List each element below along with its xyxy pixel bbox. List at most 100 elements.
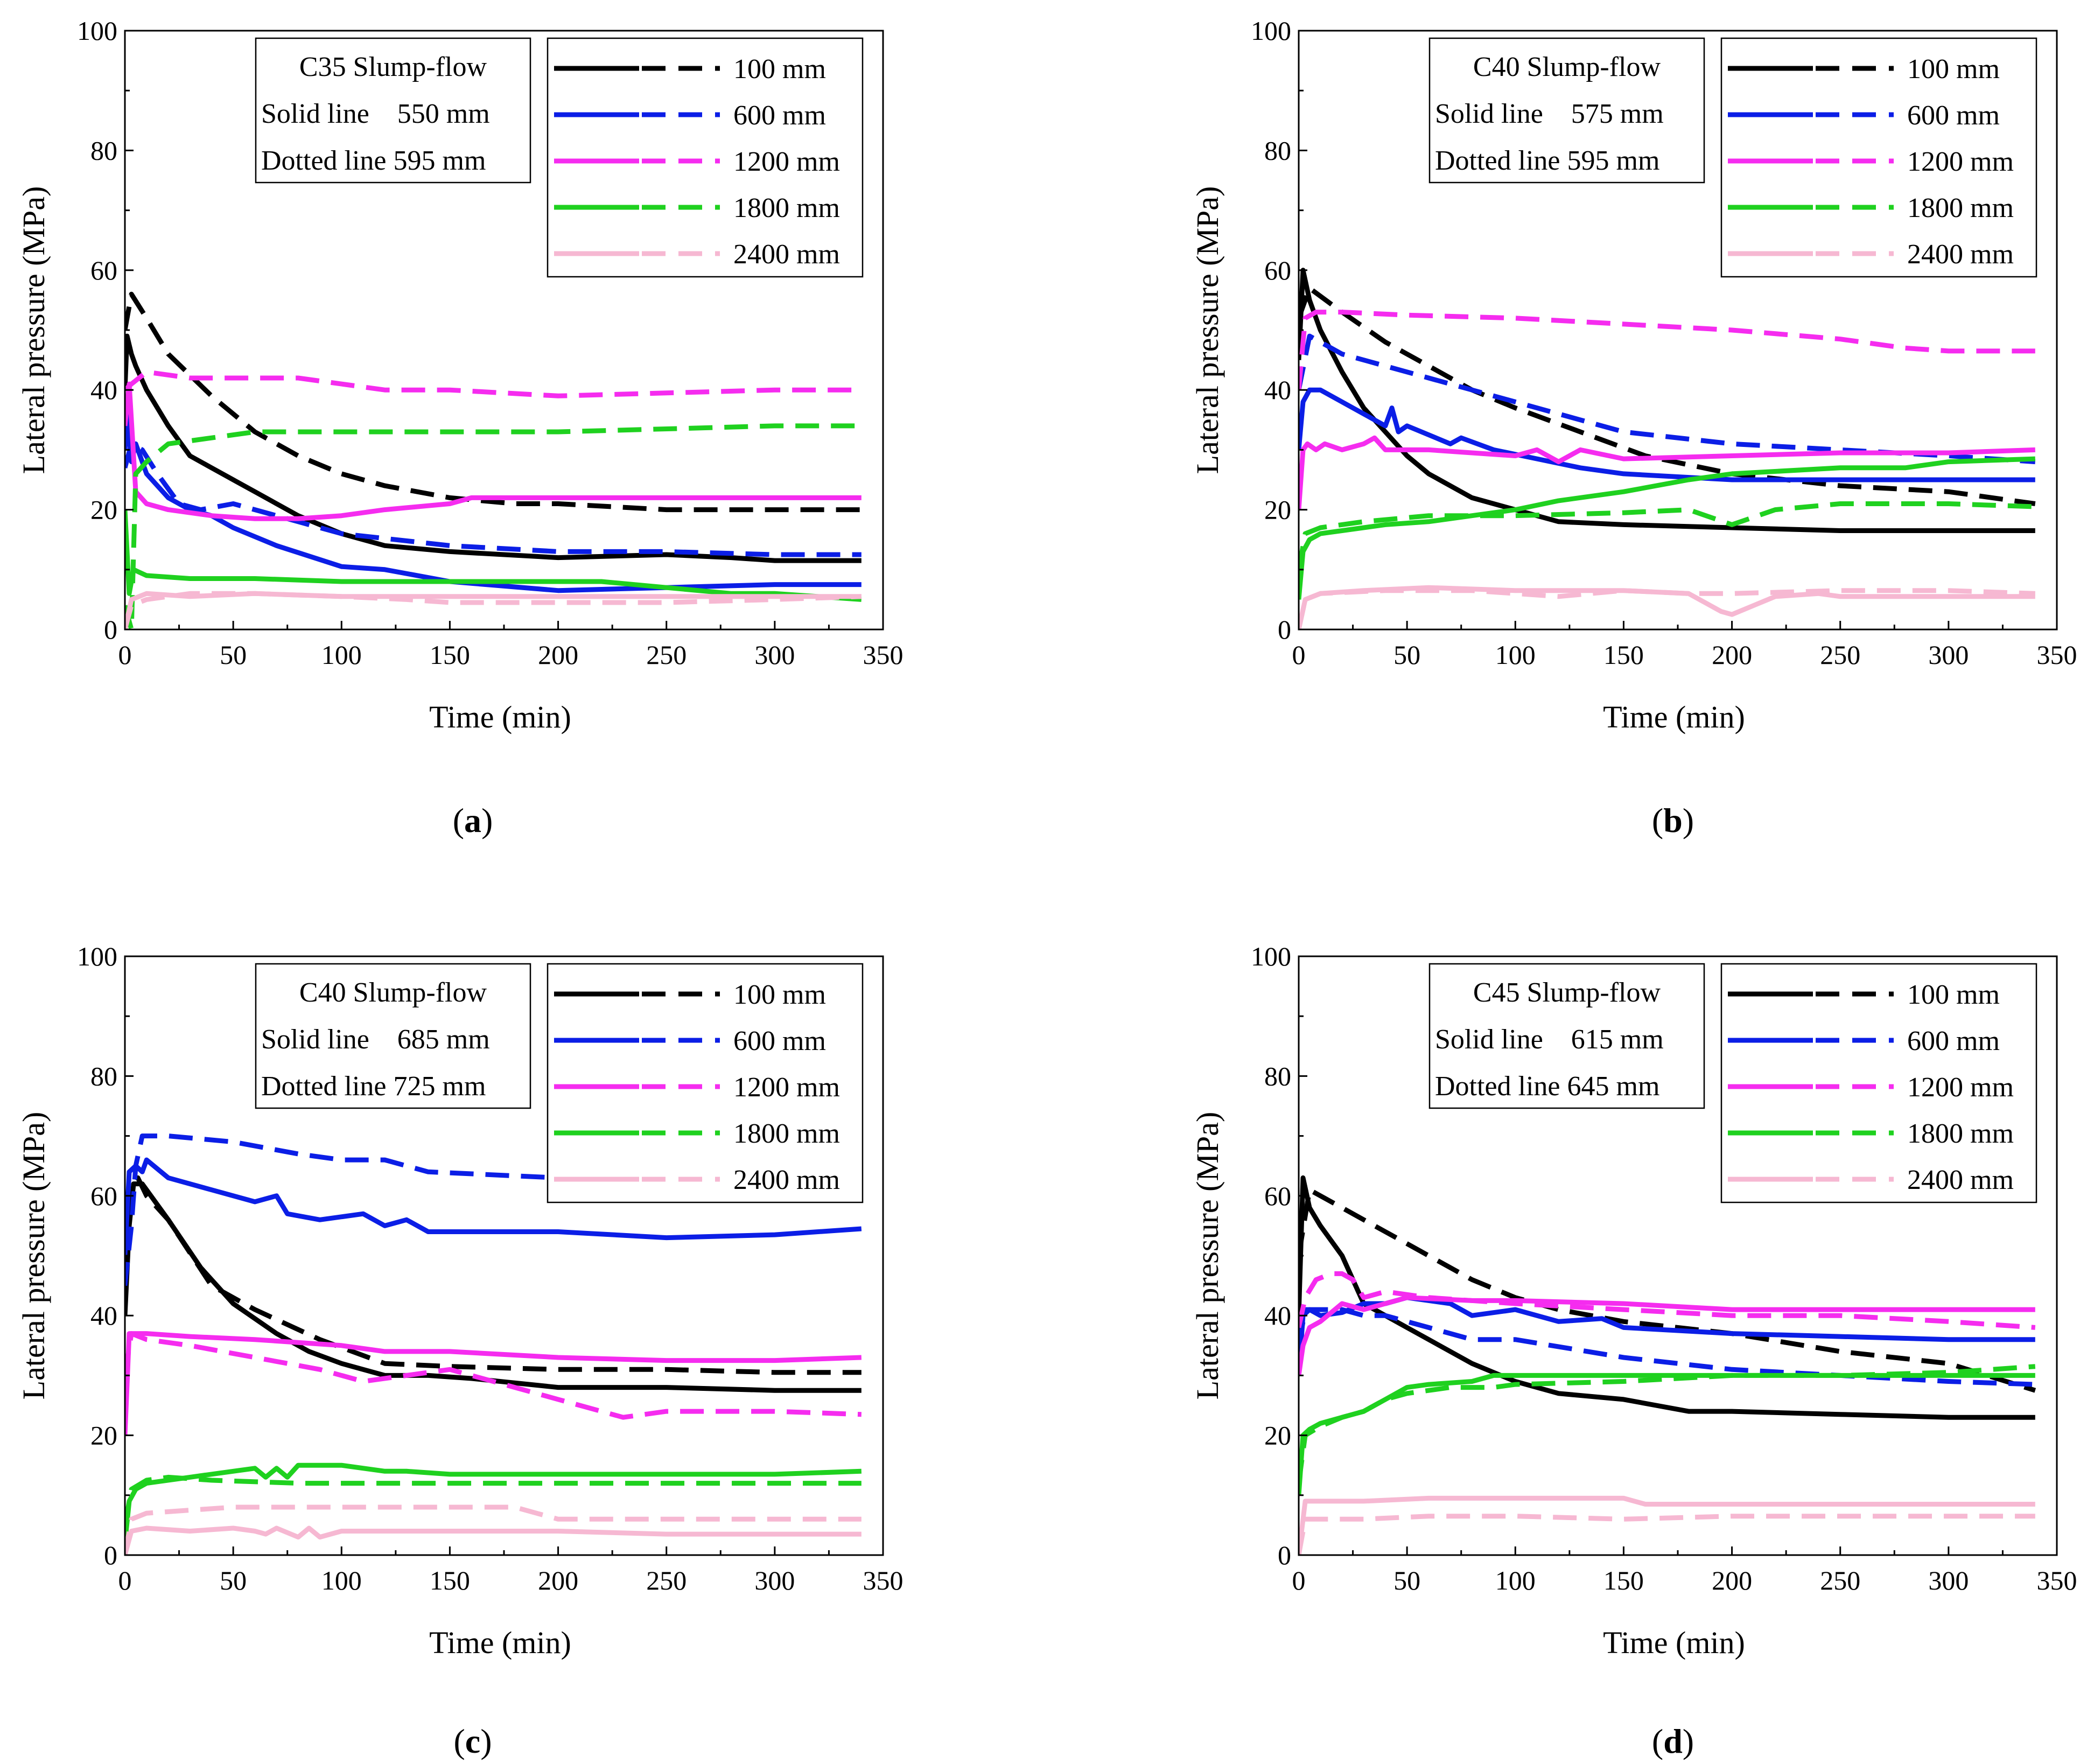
series-line-600mm-solid	[125, 1157, 862, 1256]
legend-label: 1800 mm	[1907, 193, 2014, 223]
y-tick-label: 100	[77, 941, 117, 971]
x-tick-label: 100	[1495, 1565, 1536, 1595]
legend-box	[1720, 37, 2037, 278]
x-tick-label: 50	[1393, 1565, 1420, 1595]
info-line: Dotted line 725 mm	[261, 1071, 486, 1102]
y-tick-label: 20	[1264, 1420, 1291, 1451]
info-line: Dotted line 645 mm	[1435, 1071, 1659, 1102]
panel-caption: (a)	[453, 801, 493, 839]
x-tick-label: 100	[1495, 640, 1536, 670]
series-line-1200mm-dashed	[125, 1331, 862, 1420]
x-axis-label: Time (min)	[1603, 699, 1745, 734]
x-tick-label: 250	[1820, 640, 1860, 670]
x-tick-label: 350	[2037, 640, 2077, 670]
panel-caption: (b)	[1652, 801, 1694, 839]
y-axis-label: Lateral pressure (MPa)	[1190, 1112, 1225, 1400]
x-tick-label: 250	[646, 1565, 687, 1595]
series-line-1800mm-solid	[125, 1462, 862, 1544]
y-tick-label: 40	[1264, 375, 1291, 405]
series-line-100mm-dashed	[1299, 1187, 2036, 1393]
legend-label: 600 mm	[1907, 100, 2000, 131]
legend-label: 1200 mm	[1907, 1072, 2014, 1103]
series-line-100mm-solid	[125, 333, 862, 563]
series-line-2400mm-dashed	[125, 591, 862, 629]
info-line: Solid line 615 mm	[1435, 1024, 1664, 1055]
y-tick-label: 60	[1264, 255, 1291, 285]
legend-label: 2400 mm	[1907, 239, 2014, 270]
y-tick-label: 0	[1278, 1540, 1291, 1570]
legend-label: 2400 mm	[733, 239, 840, 270]
info-line: Solid line 575 mm	[1435, 99, 1664, 129]
y-tick-label: 80	[90, 1061, 117, 1091]
legend-label: 1200 mm	[1907, 146, 2014, 177]
legend-label: 600 mm	[733, 1026, 826, 1056]
x-axis-label: Time (min)	[1603, 1625, 1745, 1660]
y-tick-label: 80	[1264, 135, 1291, 165]
info-line: Solid line 550 mm	[261, 99, 490, 129]
x-tick-label: 150	[1603, 640, 1644, 670]
x-tick-label: 200	[1712, 640, 1752, 670]
x-tick-label: 50	[1393, 640, 1420, 670]
y-tick-label: 80	[1264, 1061, 1291, 1091]
legend-label: 2400 mm	[1907, 1165, 2014, 1195]
series-line-600mm-dashed	[1299, 333, 2036, 465]
x-tick-label: 300	[1928, 640, 1969, 670]
x-tick-label: 200	[538, 640, 578, 670]
legend-label: 100 mm	[733, 979, 826, 1010]
series-line-2400mm-solid	[1299, 1495, 2035, 1555]
chart-panel-d: 0 50 100 150 200 250 300 350 0 20 40 60 80 100 Time (m…	[1190, 941, 2077, 1760]
y-tick-label: 60	[90, 1181, 117, 1211]
y-tick-label: 40	[1264, 1300, 1291, 1331]
x-axis-label: Time (min)	[429, 699, 571, 734]
legend-label: 100 mm	[733, 54, 826, 85]
series-line-1800mm-dashed	[125, 1474, 862, 1526]
y-tick-label: 60	[1264, 1181, 1291, 1211]
series-line-100mm-solid	[1299, 268, 2035, 533]
chart-panel-b: 0 50 100 150 200 250 300 350 0 20 40 60 80 100 Time (m…	[1190, 16, 2077, 839]
y-tick-label: 0	[104, 614, 117, 645]
info-box	[255, 963, 531, 1109]
series-line-2400mm-solid	[125, 1525, 862, 1555]
legend-label: 1800 mm	[733, 193, 840, 223]
panel-caption: (d)	[1652, 1722, 1694, 1760]
x-tick-label: 300	[754, 1565, 795, 1595]
series-line-100mm-dashed	[1299, 285, 2036, 506]
legend-label: 1200 mm	[733, 1072, 840, 1103]
series-group	[1299, 1175, 2036, 1555]
chart-panel-c: 0 50 100 150 200 250 300 350 0 20 40 60 80 100 Time (m…	[16, 941, 904, 1760]
x-tick-label: 350	[863, 640, 904, 670]
x-tick-label: 350	[863, 1565, 904, 1595]
x-tick-label: 100	[321, 640, 362, 670]
series-line-600mm-solid	[1299, 1295, 2035, 1376]
y-tick-label: 60	[90, 255, 117, 285]
series-line-1800mm-dashed	[1299, 501, 2035, 570]
x-tick-label: 250	[1820, 1565, 1860, 1595]
info-line: Solid line 685 mm	[261, 1024, 490, 1055]
y-axis-label: Lateral pressure (MPa)	[16, 186, 51, 474]
legend-box	[547, 963, 864, 1203]
x-tick-label: 0	[1292, 1565, 1306, 1595]
chart-panel-a: 0 50 100 150 200 250 300 350 0 20 40 60 80 100 Time (m…	[16, 16, 904, 839]
y-axis-label: Lateral pressure (MPa)	[16, 1112, 51, 1400]
x-tick-label: 300	[1928, 1565, 1969, 1595]
series-line-1800mm-solid	[1299, 456, 2035, 600]
series-line-1800mm-solid	[125, 509, 862, 602]
series-line-1200mm-solid	[125, 381, 862, 521]
x-tick-label: 300	[754, 640, 795, 670]
series-line-100mm-solid	[1299, 1175, 2035, 1420]
y-tick-label: 100	[77, 16, 117, 46]
y-tick-label: 0	[104, 1540, 117, 1570]
panel-caption: (c)	[453, 1722, 492, 1760]
info-box	[1428, 963, 1705, 1109]
legend-label: 600 mm	[733, 100, 826, 131]
series-group	[125, 291, 862, 629]
y-axis-label: Lateral pressure (MPa)	[1190, 186, 1225, 474]
series-line-2400mm-solid	[1299, 585, 2035, 629]
x-tick-label: 50	[220, 640, 247, 670]
y-tick-label: 20	[90, 1420, 117, 1451]
legend-label: 1800 mm	[1907, 1118, 2014, 1149]
x-tick-label: 350	[2037, 1565, 2077, 1595]
x-tick-label: 250	[646, 640, 687, 670]
series-line-100mm-dashed	[125, 291, 862, 513]
x-tick-label: 150	[430, 640, 470, 670]
